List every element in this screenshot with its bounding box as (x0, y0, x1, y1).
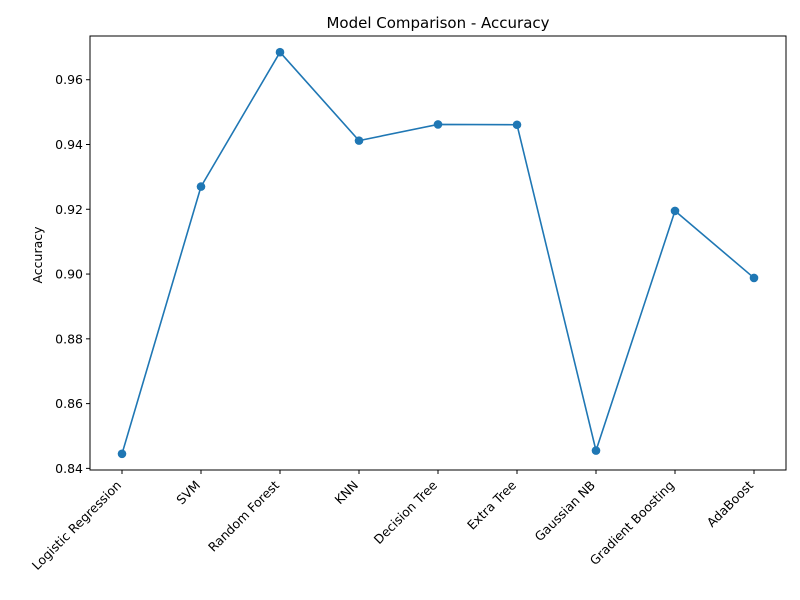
y-axis-label: Accuracy (30, 226, 45, 284)
chart-title: Model Comparison - Accuracy (326, 14, 549, 32)
y-tick-label: 0.84 (55, 461, 83, 476)
x-tick-label: SVM (173, 478, 203, 508)
x-tick-label: Random Forest (205, 477, 282, 554)
data-point (591, 446, 601, 455)
data-point (749, 273, 759, 283)
data-point (670, 206, 680, 216)
y-tick-label: 0.88 (55, 331, 83, 346)
y-tick-label: 0.90 (55, 267, 83, 282)
x-tick-label: Logistic Regression (29, 478, 124, 573)
data-point (196, 182, 206, 191)
data-point (433, 120, 443, 129)
y-tick-label: 0.92 (55, 202, 83, 217)
data-point (354, 136, 364, 145)
y-tick-label: 0.86 (55, 396, 83, 411)
data-point (275, 47, 285, 57)
plot-frame (89, 35, 787, 471)
x-tick-label: Gaussian NB (531, 478, 598, 545)
x-tick-label: Extra Tree (464, 477, 519, 532)
y-tick-label: 0.96 (55, 72, 83, 87)
data-point (512, 120, 522, 130)
plot-area: 0.84 0.86 0.88 0.90 0.92 0.94 0.96 Logistic Reg… (29, 35, 787, 573)
x-tick-label: AdaBoost (704, 477, 757, 530)
data-point (117, 449, 127, 459)
series-line (121, 51, 755, 455)
x-tick-label: KNN (331, 478, 361, 508)
x-tick-label: Decision Tree (371, 477, 441, 547)
x-tick-label: Gradient Boosting (587, 478, 678, 569)
y-tick-label: 0.94 (55, 137, 83, 152)
